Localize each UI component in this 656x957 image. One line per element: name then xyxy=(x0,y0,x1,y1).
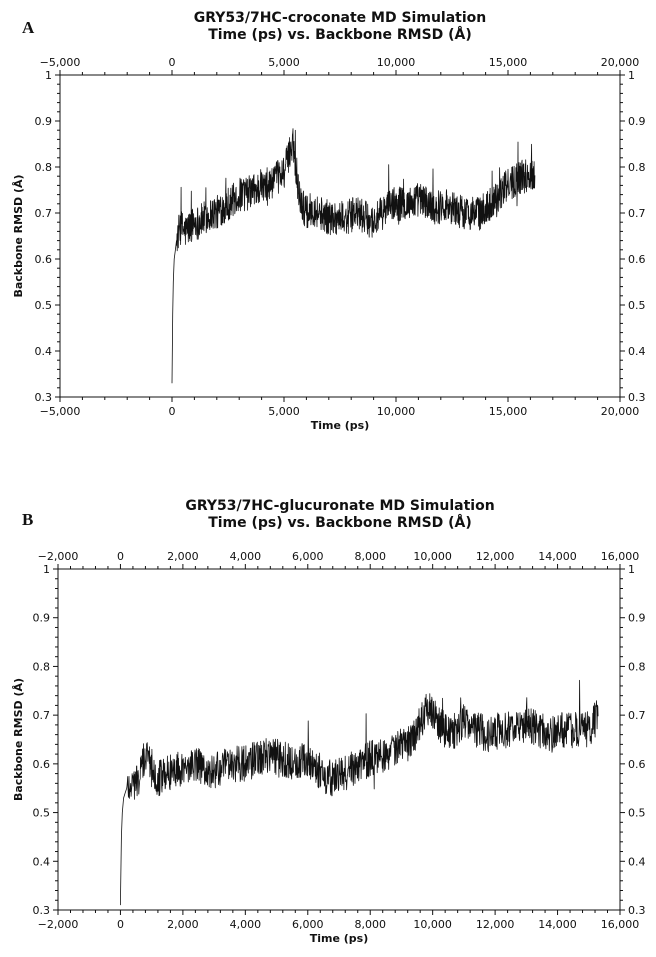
y-tick-label-right: 0.6 xyxy=(628,253,646,266)
y-tick-label-right: 0.3 xyxy=(628,904,646,917)
x-tick-label-bottom: 16,000 xyxy=(601,918,640,931)
panel-a: A GRY53/7HC-croconate MD Simulation Time… xyxy=(0,0,656,470)
x-tick-label-bottom: 5,000 xyxy=(268,405,300,418)
y-axis-label: Backbone RMSD (Å) xyxy=(12,174,25,297)
chart-title-line-1: GRY53/7HC-glucuronate MD Simulation xyxy=(185,498,495,514)
x-tick-label-bottom: 0 xyxy=(117,918,124,931)
y-axis-label: Backbone RMSD (Å) xyxy=(12,678,25,801)
y-tick-label-right: 1 xyxy=(628,69,635,82)
panel-b: B GRY53/7HC-glucuronate MD Simulation Ti… xyxy=(0,490,656,957)
x-tick-label-top: 6,000 xyxy=(292,550,324,563)
y-tick-label-right: 0.4 xyxy=(628,855,646,868)
x-tick-label-top: 0 xyxy=(117,550,124,563)
x-tick-label-bottom: 10,000 xyxy=(377,405,416,418)
y-tick-label-left: 0.6 xyxy=(35,253,53,266)
chart-title-line-1: GRY53/7HC-croconate MD Simulation xyxy=(193,10,487,26)
x-tick-label-top: 20,000 xyxy=(601,56,640,69)
x-tick-label-bottom: 14,000 xyxy=(538,918,577,931)
x-tick-label-top: 10,000 xyxy=(413,550,452,563)
x-tick-label-bottom: −2,000 xyxy=(38,918,79,931)
x-tick-label-top: 4,000 xyxy=(230,550,262,563)
x-tick-label-top: 12,000 xyxy=(476,550,515,563)
x-tick-label-bottom: 6,000 xyxy=(292,918,324,931)
y-tick-label-left: 0.6 xyxy=(33,758,51,771)
chart-title-line-2: Time (ps) vs. Backbone RMSD (Å) xyxy=(208,515,472,531)
x-axis-label: Time (ps) xyxy=(310,932,369,945)
x-tick-label-bottom: 8,000 xyxy=(354,918,386,931)
x-tick-label-top: −2,000 xyxy=(38,550,79,563)
y-tick-label-left: 0.4 xyxy=(33,855,51,868)
y-tick-label-left: 0.5 xyxy=(33,807,51,820)
plot-frame xyxy=(57,568,621,911)
x-tick-label-bottom: 0 xyxy=(169,405,176,418)
y-tick-label-left: 0.3 xyxy=(33,904,51,917)
y-tick-label-right: 0.7 xyxy=(628,709,646,722)
x-tick-label-top: 16,000 xyxy=(601,550,640,563)
x-tick-label-top: 8,000 xyxy=(354,550,386,563)
y-tick-label-left: 0.8 xyxy=(33,660,51,673)
y-tick-label-left: 1 xyxy=(43,563,50,576)
x-tick-label-bottom: 4,000 xyxy=(230,918,262,931)
x-tick-label-top: 14,000 xyxy=(538,550,577,563)
y-tick-label-left: 0.7 xyxy=(35,207,53,220)
y-tick-label-left: 0.3 xyxy=(35,391,53,404)
panel-label: A xyxy=(22,18,35,37)
rmsd-series-line xyxy=(120,679,599,906)
y-tick-label-left: 0.7 xyxy=(33,709,51,722)
y-tick-label-left: 0.8 xyxy=(35,161,53,174)
y-tick-label-right: 1 xyxy=(628,563,635,576)
x-tick-label-bottom: 12,000 xyxy=(476,918,515,931)
chart-title-line-2: Time (ps) vs. Backbone RMSD (Å) xyxy=(208,27,472,43)
x-tick-label-top: 10,000 xyxy=(377,56,416,69)
y-tick-label-left: 0.9 xyxy=(35,115,53,128)
x-tick-label-top: 0 xyxy=(169,56,176,69)
plot-frame xyxy=(59,74,621,398)
x-tick-label-top: −5,000 xyxy=(40,56,81,69)
chart-title: GRY53/7HC-croconate MD Simulation Time (… xyxy=(60,10,620,44)
y-tick-label-right: 0.8 xyxy=(628,161,646,174)
y-tick-label-left: 0.4 xyxy=(35,345,53,358)
y-tick-label-right: 0.4 xyxy=(628,345,646,358)
panel-label: B xyxy=(22,510,34,529)
y-tick-label-right: 0.6 xyxy=(628,758,646,771)
x-tick-label-top: 5,000 xyxy=(268,56,300,69)
rmsd-chart-a: −5,000 −5,000 0 0 5,000 5,000 10,000 10,000 15,0… xyxy=(12,56,646,432)
x-tick-label-top: 2,000 xyxy=(167,550,199,563)
y-tick-label-left: 0.9 xyxy=(33,612,51,625)
y-tick-label-right: 0.5 xyxy=(628,299,646,312)
x-tick-label-bottom: −5,000 xyxy=(40,405,81,418)
y-tick-label-left: 0.5 xyxy=(35,299,53,312)
x-tick-label-bottom: 10,000 xyxy=(413,918,452,931)
rmsd-series-line xyxy=(171,128,536,384)
x-tick-label-top: 15,000 xyxy=(489,56,528,69)
x-axis-label: Time (ps) xyxy=(311,419,370,432)
y-tick-label-right: 0.7 xyxy=(628,207,646,220)
x-tick-label-bottom: 15,000 xyxy=(489,405,528,418)
x-tick-label-bottom: 2,000 xyxy=(167,918,199,931)
y-tick-label-right: 0.9 xyxy=(628,612,646,625)
y-tick-label-right: 0.5 xyxy=(628,807,646,820)
y-tick-label-left: 1 xyxy=(45,69,52,82)
x-tick-label-bottom: 20,000 xyxy=(601,405,640,418)
rmsd-chart-b: −2,000 −2,000 0 0 2,000 2,000 4,000 4,000 6,000 6… xyxy=(12,550,646,945)
y-tick-label-right: 0.3 xyxy=(628,391,646,404)
y-tick-label-right: 0.8 xyxy=(628,660,646,673)
chart-title: GRY53/7HC-glucuronate MD Simulation Time… xyxy=(60,498,620,532)
y-tick-label-right: 0.9 xyxy=(628,115,646,128)
